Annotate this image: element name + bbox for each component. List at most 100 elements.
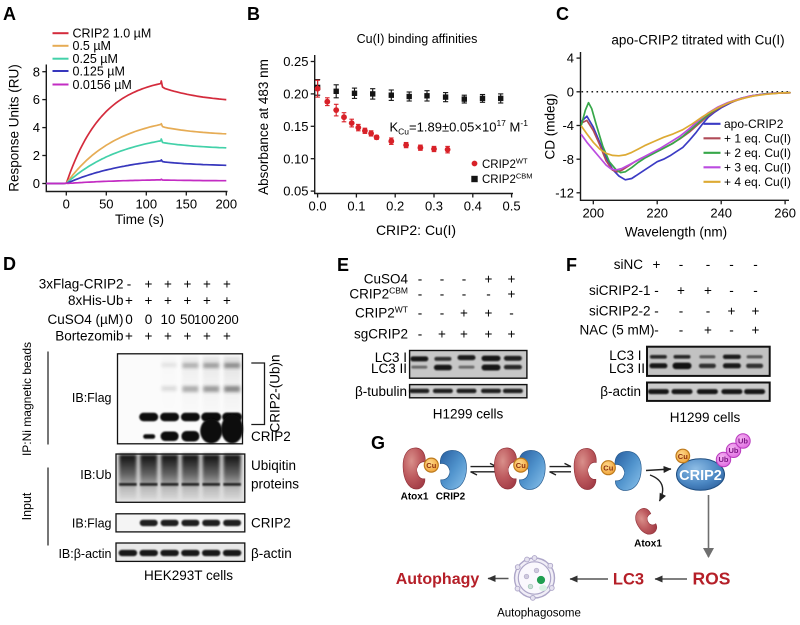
svg-text:220: 220 [646,206,668,221]
svg-text:B: B [247,4,260,24]
svg-text:Ubiqitin: Ubiqitin [251,458,296,473]
svg-text:0.5 µM: 0.5 µM [73,39,111,53]
svg-text:siCRIP2-2: siCRIP2-2 [589,304,651,319]
svg-text:0: 0 [125,312,133,327]
svg-text:+: + [145,329,153,344]
svg-text:10: 10 [160,312,175,327]
svg-text:0.2: 0.2 [386,199,404,214]
svg-text:-: - [706,257,711,272]
svg-text:Wavelength (nm): Wavelength (nm) [625,225,727,240]
svg-text:IB:β-actin: IB:β-actin [58,547,111,561]
svg-text:0.20: 0.20 [283,87,308,102]
svg-text:100: 100 [135,197,157,212]
svg-text:+ 1 eq. Cu(I): + 1 eq. Cu(I) [724,132,791,146]
svg-text:8xHis-Ub: 8xHis-Ub [68,293,124,308]
svg-text:+: + [728,304,736,319]
svg-text:+: + [203,277,211,292]
svg-text:E: E [337,255,349,275]
svg-text:CRIP2: CRIP2 [251,515,291,530]
svg-text:-: - [729,283,734,298]
svg-text:-: - [729,323,734,338]
svg-text:+: + [203,329,211,344]
svg-text:0.3: 0.3 [425,199,443,214]
svg-text:apo-CRIP2: apo-CRIP2 [724,117,784,131]
svg-text:Bortezomib: Bortezomib [55,329,123,344]
svg-text:-: - [418,327,423,342]
svg-text:Cu: Cu [678,452,688,461]
svg-text:-: - [753,283,758,298]
svg-text:β-actin: β-actin [600,384,641,399]
svg-text:LC3: LC3 [613,571,644,589]
svg-text:+: + [485,272,493,287]
svg-text:+ 4 eq. Cu(I): + 4 eq. Cu(I) [724,175,791,189]
svg-text:HEK293T cells: HEK293T cells [144,568,233,583]
svg-text:D: D [3,254,16,274]
svg-text:+: + [438,327,446,342]
svg-text:+: + [223,329,231,344]
svg-text:-: - [729,257,734,272]
svg-text:H1299 cells: H1299 cells [670,410,741,425]
svg-text:+: + [184,329,192,344]
svg-text:LC3 I: LC3 I [609,348,641,363]
svg-text:6: 6 [33,92,40,107]
svg-text:+: + [704,323,712,338]
svg-text:Atox1: Atox1 [401,492,429,503]
svg-text:-: - [486,287,491,302]
svg-text:-: - [654,283,659,298]
svg-text:+: + [485,306,493,321]
svg-text:4: 4 [33,120,40,135]
svg-text:+: + [164,293,172,308]
svg-text:+: + [508,287,516,302]
svg-text:LC3 II: LC3 II [371,361,407,376]
svg-text:0: 0 [33,176,40,191]
svg-text:-: - [462,287,467,302]
svg-text:F: F [566,255,577,275]
svg-text:0: 0 [567,84,574,99]
svg-text:β-actin: β-actin [251,546,292,561]
svg-text:-: - [440,272,445,287]
svg-text:0.0: 0.0 [309,199,327,214]
svg-text:CRIP2WT: CRIP2WT [355,305,408,321]
svg-text:CD (mdeg): CD (mdeg) [543,93,558,159]
svg-text:50: 50 [99,197,113,212]
svg-text:G: G [371,433,385,453]
svg-text:0: 0 [63,197,70,212]
svg-text:LC3 I: LC3 I [375,350,407,365]
svg-text:CRIP2 1.0 µM: CRIP2 1.0 µM [73,27,152,41]
svg-text:CRIP2: CRIP2 [679,468,722,484]
svg-text:+: + [164,277,172,292]
svg-text:-: - [418,287,423,302]
svg-text:H1299 cells: H1299 cells [433,407,504,422]
svg-text:Cu: Cu [426,461,436,470]
svg-text:-: - [509,306,514,321]
svg-text:0: 0 [145,312,153,327]
svg-text:8: 8 [33,64,40,79]
svg-text:NAC (5 mM): NAC (5 mM) [580,323,655,338]
svg-text:+: + [704,283,712,298]
svg-text:240: 240 [710,206,732,221]
svg-text:+: + [164,329,172,344]
svg-text:200: 200 [582,206,604,221]
svg-text:-: - [418,306,423,321]
svg-text:0.15: 0.15 [283,119,308,134]
svg-text:A: A [3,4,16,24]
svg-text:Absorbance at 483 nm: Absorbance at 483 nm [256,59,271,195]
svg-text:proteins: proteins [251,477,299,492]
svg-text:Ub: Ub [719,455,729,464]
svg-text:200: 200 [217,312,239,327]
svg-text:IP:Ni magnetic beads: IP:Ni magnetic beads [20,342,34,456]
svg-text:Autophagy: Autophagy [396,571,480,588]
svg-text:Cu(I) binding affinities: Cu(I) binding affinities [357,32,478,46]
svg-text:LC3 II: LC3 II [609,361,645,376]
svg-text:C: C [556,4,569,24]
svg-text:-4: -4 [562,118,574,133]
svg-text:CRIP2: Cu(I): CRIP2: Cu(I) [376,222,456,238]
svg-text:-: - [654,304,659,319]
svg-text:2: 2 [33,148,40,163]
svg-text:100: 100 [194,312,216,327]
svg-text:-: - [462,272,467,287]
svg-text:Ub: Ub [729,446,739,455]
svg-text:+: + [752,304,760,319]
svg-text:siNC: siNC [614,257,643,272]
svg-text:-8: -8 [562,152,574,167]
